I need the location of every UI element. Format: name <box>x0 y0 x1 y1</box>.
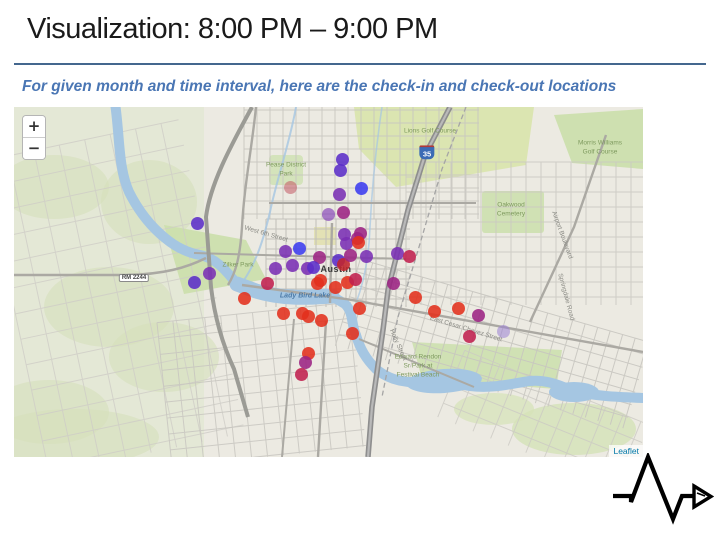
map-marker[interactable] <box>294 367 308 381</box>
map-label: Festival Beach <box>396 371 440 379</box>
map-label: Edward Rendon <box>394 353 442 361</box>
map-label: RM 2244 <box>118 274 150 282</box>
map-marker[interactable] <box>190 216 204 230</box>
map-container[interactable]: + − Leaflet Lions Golf Course Morris Will… <box>14 107 643 457</box>
map-label: Lady Bird Lake <box>279 292 331 300</box>
map-label: Zilker Park <box>222 261 254 269</box>
map-label: Morris Williams <box>577 139 623 147</box>
map-marker[interactable] <box>339 236 353 250</box>
subtitle: For given month and time interval, here … <box>22 78 617 95</box>
map-marker[interactable] <box>354 181 368 195</box>
ecg-pulse-arrow-icon <box>613 453 714 525</box>
zoom-in-button[interactable]: + <box>23 116 45 137</box>
map-marker[interactable] <box>187 275 201 289</box>
map-marker[interactable] <box>390 246 404 260</box>
map-label: Oakwood <box>497 201 525 209</box>
map-zoom-control: + − <box>22 115 46 160</box>
map-marker[interactable] <box>351 235 365 249</box>
map-marker[interactable] <box>402 249 416 263</box>
map-marker[interactable] <box>313 273 327 287</box>
zoom-out-button[interactable]: − <box>23 137 45 159</box>
map-label: Park <box>279 170 293 178</box>
map-marker[interactable] <box>471 308 485 322</box>
map-label: 35 <box>419 145 435 159</box>
map-marker[interactable] <box>298 355 312 369</box>
map-marker[interactable] <box>276 306 290 320</box>
map-marker[interactable] <box>359 249 373 263</box>
map-marker[interactable] <box>268 261 282 275</box>
map-marker[interactable] <box>314 313 328 327</box>
map-marker[interactable] <box>237 291 251 305</box>
map-marker[interactable] <box>332 187 346 201</box>
map-label: Pease District <box>265 161 307 169</box>
map-marker[interactable] <box>292 241 306 255</box>
map-marker[interactable] <box>312 250 326 264</box>
map-marker[interactable] <box>462 329 476 343</box>
map-label: Lions Golf Course <box>403 127 457 135</box>
map-marker[interactable] <box>427 304 441 318</box>
map-basemap <box>14 107 643 457</box>
map-marker[interactable] <box>285 258 299 272</box>
map-marker[interactable] <box>306 260 320 274</box>
map-marker[interactable] <box>336 205 350 219</box>
map-marker[interactable] <box>283 180 297 194</box>
leaflet-attribution-link[interactable]: Leaflet <box>609 445 643 457</box>
map-marker[interactable] <box>345 326 359 340</box>
map-marker[interactable] <box>260 276 274 290</box>
map-marker[interactable] <box>321 207 335 221</box>
map-marker[interactable] <box>408 290 422 304</box>
map-marker[interactable] <box>348 272 362 286</box>
map-marker[interactable] <box>301 309 315 323</box>
map-label: Cemetery <box>496 210 526 218</box>
map-marker[interactable] <box>328 280 342 294</box>
map-label: Sr Park at <box>403 362 433 370</box>
title-divider <box>14 63 706 65</box>
map-marker[interactable] <box>496 324 510 338</box>
map-label: Golf Course <box>582 148 618 156</box>
page-title: Visualization: 8:00 PM – 9:00 PM <box>27 13 438 45</box>
map-marker[interactable] <box>352 301 366 315</box>
map-marker[interactable] <box>343 248 357 262</box>
map-marker[interactable] <box>386 276 400 290</box>
map-marker[interactable] <box>278 244 292 258</box>
map-marker[interactable] <box>202 266 216 280</box>
map-marker[interactable] <box>451 301 465 315</box>
map-marker[interactable] <box>335 152 349 166</box>
map-marker[interactable] <box>333 163 347 177</box>
map-label: Austin <box>320 264 352 274</box>
